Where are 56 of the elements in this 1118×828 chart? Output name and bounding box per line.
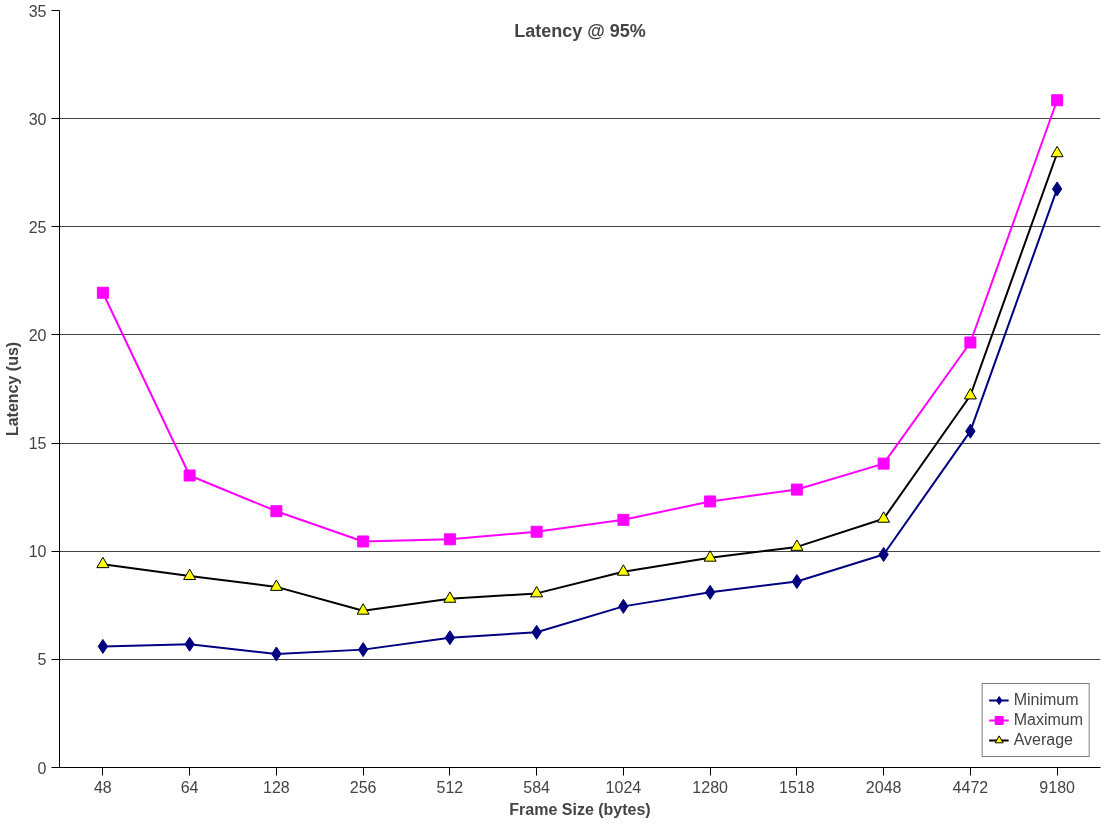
y-tick-label: 35 [28,2,47,20]
y-tick-label: 30 [28,110,47,128]
point [790,539,804,551]
point [1051,94,1064,107]
point [530,585,544,598]
y-tick-label: 0 [37,759,47,777]
x-tick-label: 256 [349,778,377,796]
x-tick-label: 584 [523,778,551,796]
point [270,505,283,518]
y-tick-label: 25 [28,218,47,236]
x-tick-label: 4472 [952,778,989,796]
point [703,550,717,562]
point [704,495,717,508]
x-axis-title: Frame Size (bytes) [509,800,651,818]
point [964,336,977,349]
y-tick-label: 5 [37,651,47,669]
text: Latency @ 95% [514,20,646,41]
x-tick-label: 48 [93,778,112,796]
point [183,469,196,482]
point [530,525,543,538]
x-tick-label: 64 [180,778,199,796]
point [791,573,803,589]
point [617,513,630,526]
point [97,638,109,654]
point [1050,145,1064,158]
point [963,388,977,400]
x-tick-label: 128 [263,778,290,796]
y-tick-label: 15 [28,435,47,453]
point [357,535,370,548]
point [96,286,109,299]
point [96,556,110,569]
point [1051,181,1063,197]
point [616,564,630,576]
point [356,603,370,615]
x-tick-label: 9180 [1039,778,1076,796]
legend-label: Minimum [1013,691,1079,709]
legend-label: Average [1013,731,1073,749]
x-tick-label: 1024 [605,778,642,796]
point [444,630,456,646]
y-tick-label: 10 [28,543,47,561]
y-axis-title: Latency (us) [3,341,21,437]
legend-label: Maximum [1013,711,1083,729]
x-tick-label: 1280 [692,778,729,796]
point [877,457,890,470]
x-tick-label: 1518 [779,778,815,796]
y-tick-label: 20 [28,326,47,344]
point [443,591,457,603]
x-tick-label: 2048 [865,778,902,796]
point [704,584,716,600]
point [183,568,197,581]
x-tick-label: 512 [436,778,464,796]
point [443,533,456,546]
point [269,579,283,591]
point [877,511,891,523]
point [790,483,803,496]
point [357,642,369,658]
